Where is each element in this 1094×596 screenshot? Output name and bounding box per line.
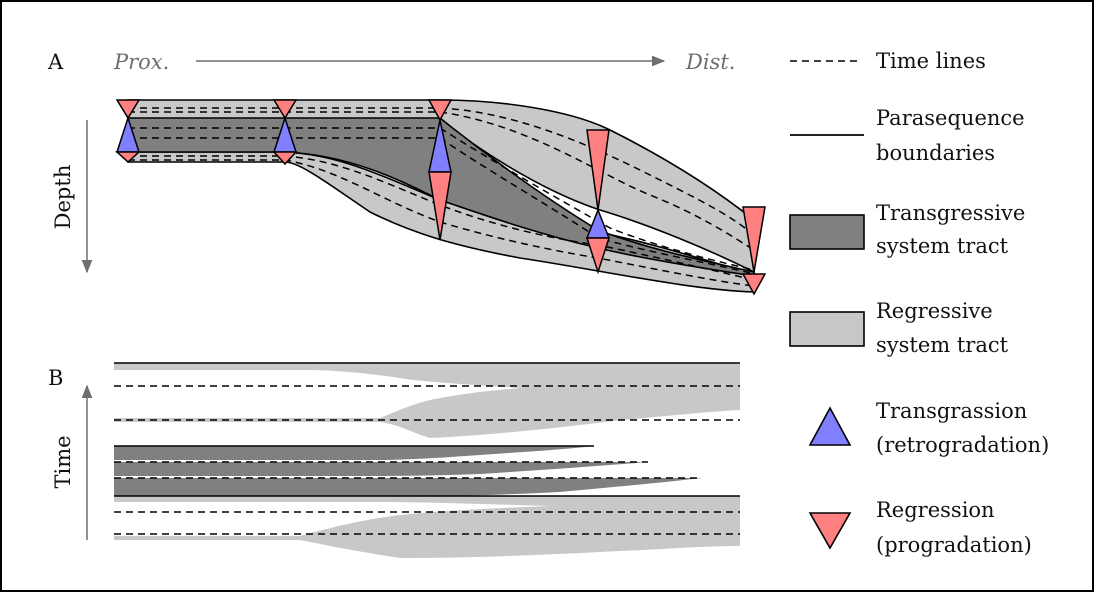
regression-marker <box>586 129 610 211</box>
regression-marker <box>115 151 141 164</box>
legend-transgressive-swatch <box>789 214 865 250</box>
legend-transgression-label-1: Transgrassion <box>876 399 1027 423</box>
distal-label: Dist. <box>685 50 735 74</box>
regression-marker <box>427 99 453 122</box>
regressive-tract-lower-b <box>114 496 740 558</box>
legend-regressive-label-1: Regressive <box>876 299 993 323</box>
depth-axis-label: Depth <box>51 165 75 230</box>
regression-marker <box>742 206 766 273</box>
proximal-label: Prox. <box>113 50 169 74</box>
legend-transgression-label-2: (retrogradation) <box>876 433 1049 457</box>
regression-marker <box>115 99 141 120</box>
legend-regression-label-2: (progradation) <box>876 533 1032 557</box>
regression-marker <box>741 273 767 296</box>
legend-transgressive-label-1: Transgressive <box>876 201 1025 225</box>
regressive-tract-upper-b <box>114 363 740 438</box>
transgression-marker <box>585 207 611 239</box>
legend-transgressive-label-2: system tract <box>876 234 1009 258</box>
regression-marker <box>585 237 611 275</box>
regression-marker <box>272 99 298 120</box>
transgressive-tract-b3 <box>114 478 702 496</box>
transgressive-tract-b1 <box>114 446 594 460</box>
regression-marker <box>272 151 298 166</box>
legend-regression-label-1: Regression <box>876 498 995 522</box>
panel-b-label: B <box>48 366 63 390</box>
legend-transgression-triangle-icon <box>808 406 852 446</box>
legend-regressive-swatch <box>789 311 865 347</box>
transgressive-tract-b2 <box>114 462 648 476</box>
time-axis-label: Time <box>51 435 75 488</box>
time-lines-panel-b <box>114 385 740 535</box>
regression-marker <box>428 171 452 241</box>
legend: Time lines Parasequence boundaries Trans… <box>789 49 1049 557</box>
legend-time-lines-label: Time lines <box>876 49 986 73</box>
legend-regression-triangle-icon <box>808 512 852 550</box>
panel-a-label: A <box>47 50 64 74</box>
legend-regressive-label-2: system tract <box>876 333 1009 357</box>
markers-panel-a <box>115 99 767 296</box>
legend-parasequence-label-2: boundaries <box>876 141 995 165</box>
legend-parasequence-label-1: Parasequence <box>876 106 1025 130</box>
